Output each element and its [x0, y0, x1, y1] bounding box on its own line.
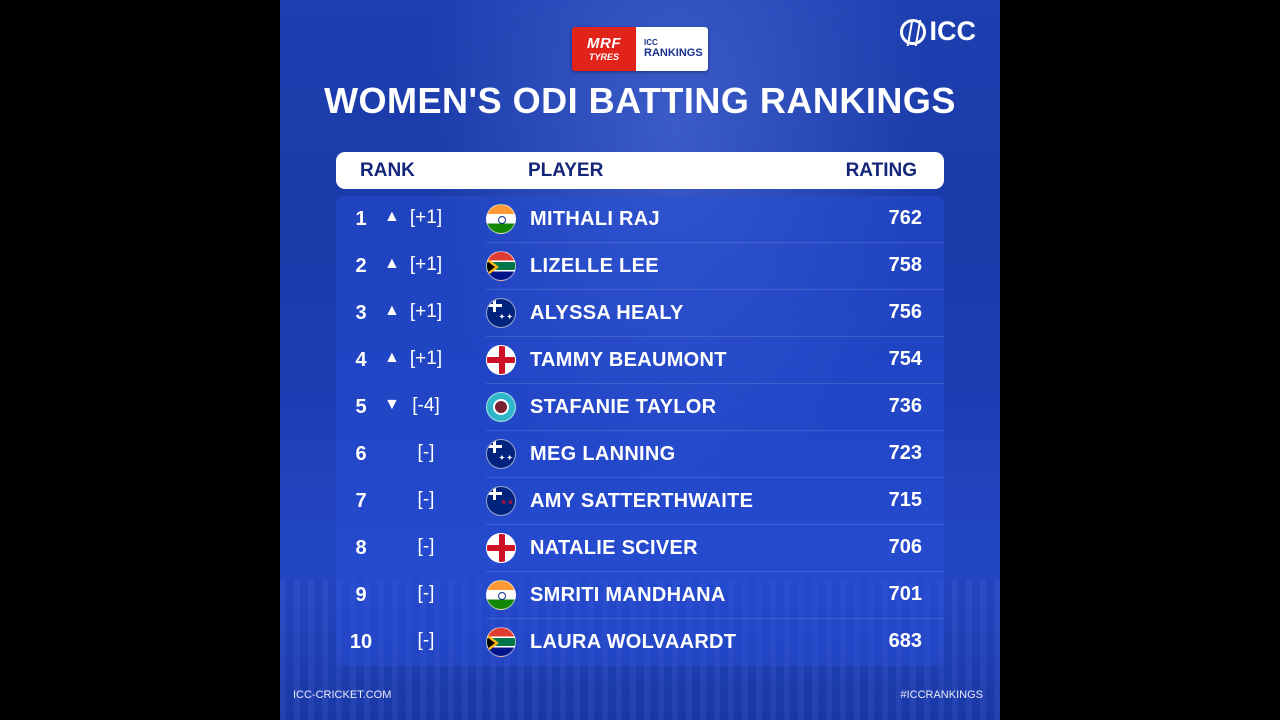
- player-rating: 683: [888, 630, 922, 652]
- table-row: 6 [-] MEG LANNING 723: [336, 431, 944, 478]
- rank-number: 3: [355, 302, 367, 324]
- row-divider: [486, 618, 944, 619]
- header-rank: RANK: [360, 160, 415, 181]
- player-name: MITHALI RAJ: [530, 208, 660, 230]
- row-divider: [486, 242, 944, 243]
- rank-change: [-]: [417, 536, 435, 557]
- table-row: 5 ▼ [-4] STAFANIE TAYLOR 736: [336, 384, 944, 431]
- player-rating: 762: [888, 207, 922, 229]
- up-arrow-icon: ▲: [384, 349, 400, 366]
- player-name: ALYSSA HEALY: [530, 302, 684, 324]
- table-header: RANK PLAYER RATING: [336, 152, 944, 189]
- player-rating: 723: [888, 442, 922, 464]
- rank-number: 10: [349, 631, 373, 653]
- rank-change: [+1]: [409, 348, 443, 369]
- rank-number: 6: [355, 443, 367, 465]
- player-name: NATALIE SCIVER: [530, 537, 698, 559]
- south-africa-flag-icon: [486, 627, 516, 657]
- player-name: STAFANIE TAYLOR: [530, 396, 717, 418]
- row-divider: [486, 477, 944, 478]
- australia-flag-icon: [486, 439, 516, 469]
- player-name: TAMMY BEAUMONT: [530, 349, 727, 371]
- player-name: MEG LANNING: [530, 443, 676, 465]
- rank-change: [+1]: [409, 207, 443, 228]
- footer-website: ICC-CRICKET.COM: [293, 689, 392, 701]
- cricket-ball-icon: [899, 18, 926, 45]
- player-rating: 756: [888, 301, 922, 323]
- icc-logo: ICC: [899, 16, 977, 47]
- header-rating: RATING: [845, 160, 917, 181]
- icc-rankings-badge: ICC RANKINGS: [636, 27, 708, 71]
- table-row: 7 [-] AMY SATTERTHWAITE 715: [336, 478, 944, 525]
- south-africa-flag-icon: [486, 251, 516, 281]
- rank-number: 7: [355, 490, 367, 512]
- rank-change: [-]: [417, 630, 435, 651]
- player-name: SMRITI MANDHANA: [530, 584, 726, 606]
- background-stripes: [280, 580, 1000, 720]
- row-divider: [486, 336, 944, 337]
- player-rating: 754: [888, 348, 922, 370]
- table-row: 9 [-] SMRITI MANDHANA 701: [336, 572, 944, 619]
- player-rating: 715: [888, 489, 922, 511]
- rank-change: [-]: [417, 489, 435, 510]
- rank-number: 9: [355, 584, 367, 606]
- table-row: 2 ▲ [+1] LIZELLE LEE 758: [336, 243, 944, 290]
- rankings-table: 1 ▲ [+1] MITHALI RAJ 762 2 ▲ [+1] LIZELLE LEE 758…: [336, 196, 944, 666]
- rank-number: 4: [355, 349, 367, 371]
- down-arrow-icon: ▼: [384, 396, 400, 413]
- player-name: AMY SATTERTHWAITE: [530, 490, 754, 512]
- west-indies-flag-icon: [486, 392, 516, 422]
- row-divider: [486, 524, 944, 525]
- header-player: PLAYER: [528, 160, 604, 181]
- up-arrow-icon: ▲: [384, 208, 400, 225]
- england-flag-icon: [486, 533, 516, 563]
- rank-change: [-4]: [412, 395, 440, 416]
- rank-number: 2: [355, 255, 367, 277]
- rank-number: 8: [355, 537, 367, 559]
- row-divider: [486, 289, 944, 290]
- rank-change: [+1]: [409, 254, 443, 275]
- new-zealand-flag-icon: [486, 486, 516, 516]
- row-divider: [486, 571, 944, 572]
- icc-logo-text: ICC: [929, 16, 977, 46]
- row-divider: [486, 383, 944, 384]
- sponsor-logo: MRF TYRES ICC RANKINGS: [572, 27, 708, 71]
- rankings-poster: MRF TYRES ICC RANKINGS ICC WOMEN'S ODI B…: [280, 0, 1000, 720]
- rank-change: [-]: [417, 583, 435, 604]
- page-title: WOMEN'S ODI BATTING RANKINGS: [324, 80, 956, 121]
- player-rating: 758: [888, 254, 922, 276]
- table-row: 8 [-] NATALIE SCIVER 706: [336, 525, 944, 572]
- up-arrow-icon: ▲: [384, 302, 400, 319]
- table-row: 4 ▲ [+1] TAMMY BEAUMONT 754: [336, 337, 944, 384]
- india-flag-icon: [486, 204, 516, 234]
- rank-change: [+1]: [409, 301, 443, 322]
- player-rating: 736: [888, 395, 922, 417]
- badge-icc-text: ICC: [644, 38, 658, 47]
- player-name: LIZELLE LEE: [530, 255, 659, 277]
- footer-hashtag: #ICCRANKINGS: [900, 689, 983, 701]
- table-row: 10 [-] LAURA WOLVAARDT 683: [336, 619, 944, 666]
- rank-number: 1: [355, 208, 367, 230]
- australia-flag-icon: [486, 298, 516, 328]
- tyres-text: TYRES: [588, 52, 619, 62]
- player-rating: 701: [888, 583, 922, 605]
- row-divider: [486, 430, 944, 431]
- rank-change: [-]: [417, 442, 435, 463]
- india-flag-icon: [486, 580, 516, 610]
- player-rating: 706: [888, 536, 922, 558]
- badge-rankings-text: RANKINGS: [644, 47, 703, 59]
- table-row: 3 ▲ [+1] ALYSSA HEALY 756: [336, 290, 944, 337]
- mrf-tyres-logo: MRF TYRES: [572, 27, 636, 71]
- up-arrow-icon: ▲: [384, 255, 400, 272]
- rank-number: 5: [355, 396, 367, 418]
- england-flag-icon: [486, 345, 516, 375]
- mrf-text: MRF: [587, 35, 621, 52]
- player-name: LAURA WOLVAARDT: [530, 631, 737, 653]
- table-row: 1 ▲ [+1] MITHALI RAJ 762: [336, 196, 944, 243]
